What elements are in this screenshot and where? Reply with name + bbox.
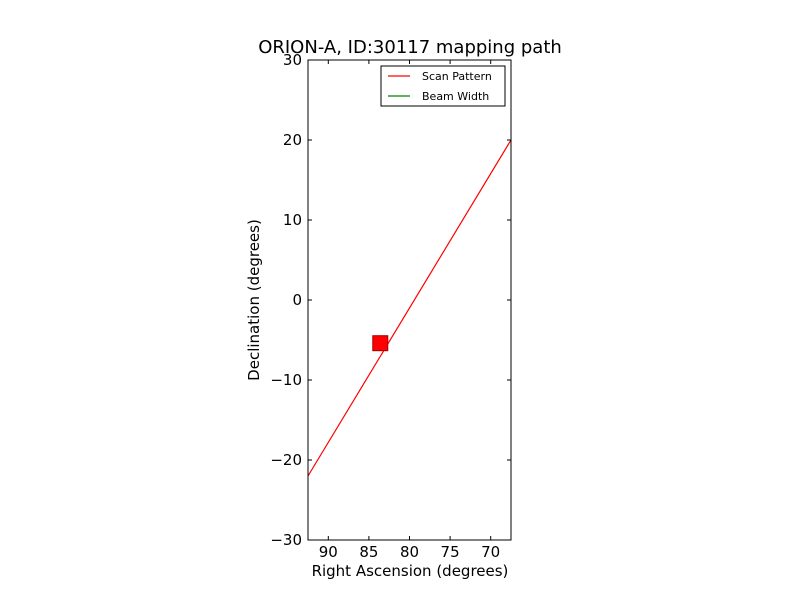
y-tick-label: 30 <box>283 51 302 69</box>
position-marker <box>372 335 389 352</box>
series-line-0 <box>308 139 511 477</box>
y-tick-label: −30 <box>270 531 302 549</box>
x-tick-label: 80 <box>400 543 419 561</box>
y-tick-label: 10 <box>283 211 302 229</box>
legend: Scan Pattern Beam Width <box>380 65 506 107</box>
axes-frame <box>308 60 511 540</box>
y-axis-label: Declination (degrees) <box>245 219 263 381</box>
x-axis-label: Right Ascension (degrees) <box>312 562 509 580</box>
legend-label: Scan Pattern <box>422 70 492 83</box>
y-tick-label: −10 <box>270 371 302 389</box>
x-tick-label: 85 <box>359 543 378 561</box>
x-tick-label: 75 <box>441 543 460 561</box>
y-tick-label: 0 <box>292 291 302 309</box>
x-tick-label: 90 <box>319 543 338 561</box>
series-layer <box>308 139 511 477</box>
legend-label: Beam Width <box>422 90 489 103</box>
x-tick-label: 70 <box>481 543 500 561</box>
legend-entries: Scan Pattern Beam Width <box>388 70 492 103</box>
tick-layer: 90 85 80 75 70 −30 −20 −10 0 10 20 30 <box>270 51 511 561</box>
axes-border <box>307 59 512 541</box>
legend-box <box>380 65 506 107</box>
marker-layer <box>372 335 389 352</box>
y-tick-label: 20 <box>283 131 302 149</box>
y-tick-label: −20 <box>270 451 302 469</box>
chart-title: ORION-A, ID:30117 mapping path <box>258 37 562 58</box>
plot-area: 90 85 80 75 70 −30 −20 −10 0 10 20 30 <box>270 51 512 561</box>
